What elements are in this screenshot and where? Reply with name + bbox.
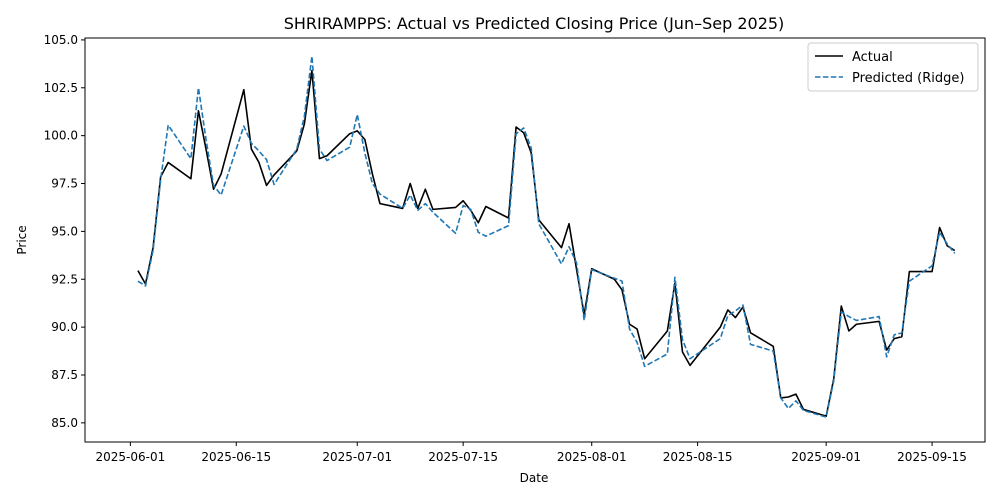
plot-frame (84, 37, 986, 443)
x-tick-label: 2025-06-15 (201, 450, 271, 464)
legend: Actual Predicted (Ridge) (807, 42, 979, 92)
y-tick-label: 105.0 (44, 33, 78, 47)
x-tick-label: 2025-09-01 (791, 450, 861, 464)
x-tick-label: 2025-08-01 (557, 450, 627, 464)
y-tick-label: 102.5 (44, 81, 78, 95)
x-axis-ticks: 2025-06-01 2025-06-15 2025-07-01 2025-07-15… (96, 442, 967, 464)
x-tick-label: 2025-07-15 (428, 450, 498, 464)
y-tick-label: 100.0 (44, 129, 78, 143)
y-tick-label: 92.5 (51, 272, 78, 286)
x-tick-label: 2025-09-15 (897, 450, 967, 464)
x-tick-label: 2025-06-01 (96, 450, 166, 464)
y-tick-label: 90.0 (51, 320, 78, 334)
x-tick-label: 2025-08-15 (663, 450, 733, 464)
x-axis-label: Date (520, 471, 549, 485)
series-layer (137, 55, 956, 418)
plot-area (85, 38, 985, 442)
y-tick-label: 85.0 (51, 416, 78, 430)
legend-label-actual: Actual (852, 50, 893, 65)
legend-label-predicted: Predicted (Ridge) (852, 71, 964, 86)
legend-box (807, 42, 979, 92)
y-tick-label: 95.0 (51, 224, 78, 238)
series-line-predicted (137, 55, 956, 418)
y-tick-label: 97.5 (51, 177, 78, 191)
chart-title: SHRIRAMPPS: Actual vs Predicted Closing … (284, 14, 785, 33)
y-tick-label: 87.5 (51, 368, 78, 382)
x-tick-label: 2025-07-01 (322, 450, 392, 464)
y-axis-label: Price (15, 225, 29, 254)
y-axis-ticks: 85.0 87.5 90.0 92.5 95.0 97.5 100.0 102.5 105.0 (44, 33, 85, 430)
